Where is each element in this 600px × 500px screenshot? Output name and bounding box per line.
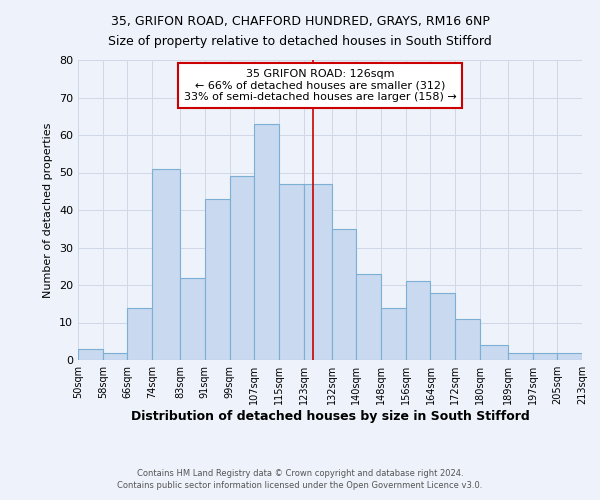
Bar	[152, 169, 180, 360]
Bar	[205, 198, 230, 360]
Text: 35 GRIFON ROAD: 126sqm
← 66% of detached houses are smaller (312)
33% of semi-de: 35 GRIFON ROAD: 126sqm ← 66% of detached…	[184, 69, 456, 102]
Bar	[279, 184, 304, 360]
Bar	[381, 308, 406, 360]
Text: Contains HM Land Registry data © Crown copyright and database right 2024.
Contai: Contains HM Land Registry data © Crown c…	[118, 468, 482, 490]
Bar	[103, 352, 127, 360]
Bar	[304, 184, 332, 360]
Bar	[557, 352, 582, 360]
Bar	[254, 124, 279, 360]
Bar	[332, 229, 356, 360]
Bar	[480, 345, 508, 360]
Text: 35, GRIFON ROAD, CHAFFORD HUNDRED, GRAYS, RM16 6NP: 35, GRIFON ROAD, CHAFFORD HUNDRED, GRAYS…	[110, 15, 490, 28]
Bar	[127, 308, 152, 360]
Bar	[455, 319, 480, 360]
X-axis label: Distribution of detached houses by size in South Stifford: Distribution of detached houses by size …	[131, 410, 529, 423]
Y-axis label: Number of detached properties: Number of detached properties	[43, 122, 53, 298]
Bar	[356, 274, 381, 360]
Bar	[533, 352, 557, 360]
Bar	[230, 176, 254, 360]
Bar	[180, 278, 205, 360]
Bar	[406, 281, 430, 360]
Bar	[430, 292, 455, 360]
Text: Size of property relative to detached houses in South Stifford: Size of property relative to detached ho…	[108, 35, 492, 48]
Bar	[508, 352, 533, 360]
Bar	[78, 349, 103, 360]
